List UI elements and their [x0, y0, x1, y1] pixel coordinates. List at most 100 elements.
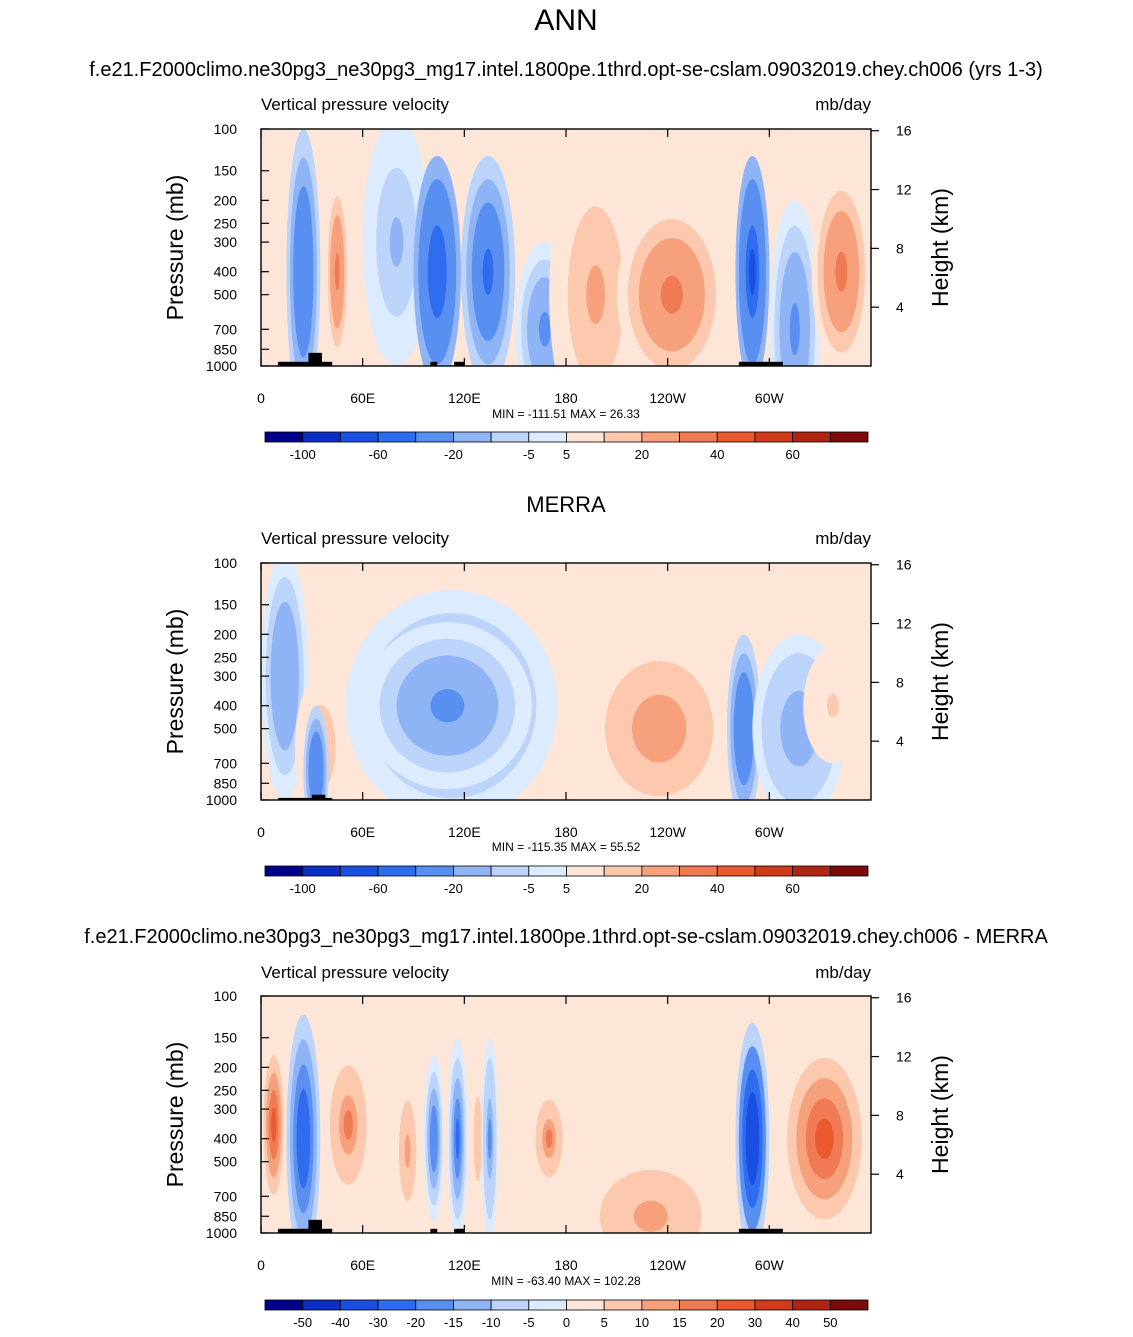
colorbar-swatch — [679, 865, 718, 877]
colorbar-swatch — [603, 1299, 643, 1311]
colorbar-swatch — [716, 1299, 756, 1311]
y-tick-label: 100 — [214, 555, 238, 571]
min-max-stats: MIN = -115.35 MAX = 55.52 — [492, 840, 641, 854]
contour-region-7 — [740, 709, 748, 748]
colorbar-swatch — [829, 1299, 869, 1311]
colorbar-label: 20 — [710, 1315, 724, 1330]
variable-label: Vertical pressure velocity — [261, 529, 450, 548]
colorbar-swatch — [641, 431, 680, 443]
colorbar-swatch — [453, 431, 492, 443]
y-tick-label: 150 — [214, 597, 238, 613]
contour-region-10 — [835, 251, 848, 292]
colorbar-swatch — [603, 431, 643, 443]
contour-region-2 — [389, 217, 404, 267]
contour-region-6 — [645, 711, 673, 746]
y-tick-label: 200 — [214, 1059, 238, 1075]
y-tick-label: 500 — [214, 721, 238, 737]
contour-region-5 — [431, 1121, 436, 1156]
min-max-stats: MIN = -63.40 MAX = 102.28 — [491, 1274, 641, 1288]
topography-block-0 — [277, 797, 333, 800]
colorbar-label: 40 — [710, 447, 724, 462]
colorbar-label: -100 — [290, 447, 316, 462]
y-axis-label: Pressure (mb) — [162, 609, 188, 755]
right-tick-label: 12 — [896, 182, 912, 198]
contour-region-9 — [826, 694, 839, 718]
contour-region-8 — [749, 248, 756, 295]
chart-title: f.e21.F2000climo.ne30pg3_ne30pg3_mg17.in… — [89, 59, 1043, 81]
y-tick-label: 700 — [214, 1188, 238, 1204]
x-tick-label: 0 — [257, 824, 265, 840]
contour-region-3 — [343, 1110, 353, 1140]
topography-block-1 — [308, 1219, 322, 1233]
colorbar-label: 40 — [710, 881, 724, 896]
y-axis-label: Pressure (mb) — [162, 1042, 188, 1188]
contour-region-8 — [789, 709, 809, 748]
colorbar-label: -5 — [523, 1315, 535, 1330]
right-tick-label: 16 — [896, 557, 912, 573]
colorbar-label: 60 — [785, 447, 799, 462]
colorbar-label: -15 — [444, 1315, 463, 1330]
colorbar-label: 5 — [563, 881, 570, 896]
contour-region-7 — [475, 1124, 480, 1153]
colorbar-swatch — [603, 865, 643, 877]
units-label: mb/day — [815, 529, 871, 548]
contour-region-2 — [313, 757, 319, 784]
x-tick-label: 60W — [755, 824, 785, 840]
colorbar-swatch — [679, 1299, 718, 1311]
contour-region-0 — [279, 651, 290, 701]
y-tick-label: 300 — [214, 668, 238, 684]
colorbar-swatch — [415, 1299, 454, 1311]
contour-region-5 — [538, 311, 551, 347]
y-tick-label: 200 — [214, 626, 238, 642]
colorbar-swatch — [490, 1299, 530, 1311]
x-tick-label: 60E — [350, 1257, 375, 1273]
right-tick-label: 4 — [896, 299, 904, 315]
colorbar-label: -5 — [523, 447, 535, 462]
x-tick-label: 60W — [755, 1257, 785, 1273]
colorbar-label: -20 — [406, 1315, 425, 1330]
y-tick-label: 1000 — [206, 358, 237, 374]
y-tick-label: 850 — [214, 775, 238, 791]
y-tick-label: 400 — [214, 1131, 238, 1147]
colorbar-swatch — [754, 865, 794, 877]
topography-block-4 — [738, 361, 783, 366]
colorbar-swatch — [566, 1299, 605, 1311]
y-tick-label: 150 — [214, 163, 238, 179]
x-tick-label: 180 — [554, 390, 578, 406]
x-tick-label: 0 — [257, 1257, 265, 1273]
right-axis-label: Height (km) — [927, 622, 953, 741]
colorbar-swatch — [566, 431, 605, 443]
right-tick-label: 8 — [896, 240, 904, 256]
colorbar-swatch — [453, 865, 492, 877]
colorbar-swatch — [528, 1299, 567, 1311]
y-tick-label: 700 — [214, 755, 238, 771]
colorbar-swatch — [528, 865, 567, 877]
y-tick-label: 1000 — [206, 792, 237, 808]
chart-panel-merra: MERRA Vertical pressure velocity mb/day 100… — [162, 492, 953, 896]
colorbar-swatch — [490, 865, 530, 877]
right-tick-label: 12 — [896, 616, 912, 632]
colorbar-label: -60 — [369, 447, 388, 462]
y-tick-label: 1000 — [206, 1225, 237, 1241]
right-tick-label: 12 — [896, 1049, 912, 1065]
x-tick-label: 120E — [448, 824, 481, 840]
colorbar-label: -60 — [369, 881, 388, 896]
colorbar-swatch — [264, 431, 304, 443]
y-tick-label: 200 — [214, 192, 238, 208]
colorbar-swatch — [641, 865, 680, 877]
contour-region-0 — [299, 243, 307, 301]
topography-block-1 — [311, 794, 326, 800]
y-tick-label: 500 — [214, 287, 238, 303]
topography-block-3 — [454, 1228, 465, 1233]
contour-field — [261, 563, 871, 800]
x-tick-label: 60E — [350, 390, 375, 406]
colorbar-swatch — [528, 431, 567, 443]
colorbar-swatch — [339, 1299, 379, 1311]
contour-field — [261, 129, 871, 366]
y-tick-label: 300 — [214, 234, 238, 250]
colorbar-swatch — [490, 431, 530, 443]
colorbar-label: -20 — [444, 881, 463, 896]
chart-panel-diff: f.e21.F2000climo.ne30pg3_ne30pg3_mg17.in… — [84, 926, 1048, 1330]
colorbar-swatch — [566, 865, 605, 877]
